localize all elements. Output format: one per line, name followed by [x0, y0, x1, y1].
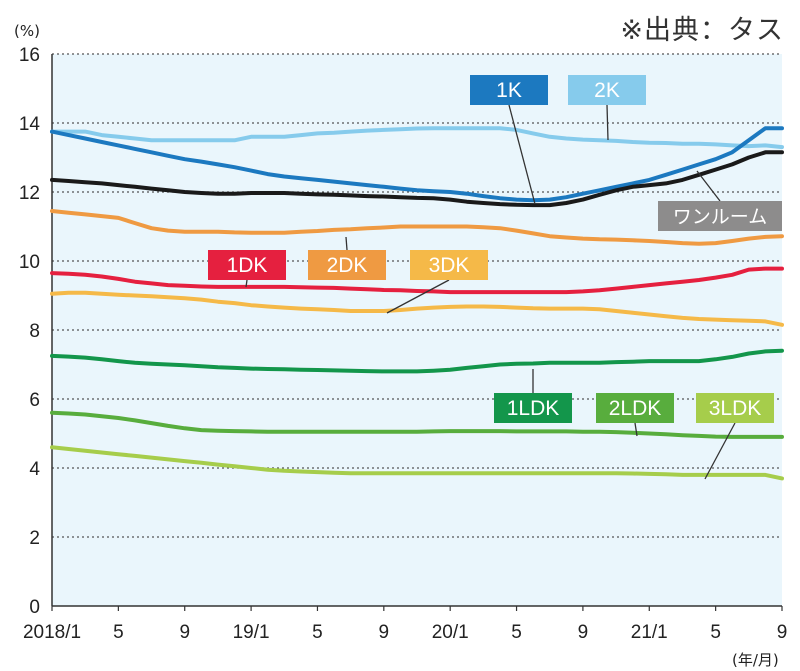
series-line-8	[50, 445, 784, 481]
series-line-7	[50, 410, 784, 439]
series-label-7: 2LDK	[596, 393, 674, 423]
y-tick-label: 16	[19, 45, 40, 66]
y-tick-label: 6	[29, 390, 40, 411]
series-line-2	[50, 150, 784, 208]
x-tick-label: 9	[777, 622, 788, 643]
x-tick-label: 9	[379, 622, 390, 643]
y-tick-label: 2	[29, 528, 40, 549]
series-label-text: 3LDK	[709, 397, 762, 420]
x-tick-label: 9	[578, 622, 589, 643]
leader-line	[704, 422, 736, 480]
x-tick-label: 2018/1	[23, 622, 81, 643]
series-lines	[50, 126, 784, 481]
series-label-box	[568, 75, 646, 105]
leader-line	[245, 279, 248, 288]
series-label-text: 1LDK	[507, 397, 560, 420]
x-tick-label: 5	[710, 622, 721, 643]
series-line-0	[50, 126, 784, 150]
series-labels: 2K 1K ワンルーム 2DK 1DK 3DK 1LDK 2LDK 3LDK	[208, 75, 782, 423]
y-tick-label: 12	[19, 183, 40, 204]
x-tick-label: 5	[511, 622, 522, 643]
series-label-2: ワンルーム	[658, 201, 782, 231]
x-axis-unit: (年/月)	[732, 651, 779, 669]
y-tick-label: 10	[19, 252, 40, 273]
series-label-text: 1K	[496, 79, 522, 102]
series-label-text: 1DK	[227, 254, 268, 277]
series-label-6: 1LDK	[494, 393, 572, 423]
series-label-box	[696, 393, 774, 423]
y-tick-label: 8	[29, 321, 40, 342]
series-label-text: ワンルーム	[673, 206, 767, 228]
series-label-8: 3LDK	[696, 393, 774, 423]
series-label-box	[494, 393, 572, 423]
series-label-4: 1DK	[208, 250, 286, 280]
source-note: ※出典：タス	[620, 15, 784, 46]
axes	[51, 54, 782, 607]
x-tick-label: 19/1	[233, 622, 270, 643]
leader-line	[634, 422, 638, 437]
series-label-box	[658, 201, 782, 231]
series-line-4	[50, 266, 784, 295]
leader-line	[696, 170, 721, 202]
series-line-3	[50, 209, 784, 246]
series-label-1: 1K	[470, 75, 548, 105]
y-tick-label: 0	[29, 597, 40, 618]
x-tick-label: 20/1	[432, 622, 469, 643]
leader-line	[345, 236, 348, 251]
x-tick-label: 5	[113, 622, 124, 643]
series-label-box	[470, 75, 548, 105]
leader-line	[508, 104, 536, 205]
series-label-box	[596, 393, 674, 423]
x-tick-label: 9	[179, 622, 190, 643]
series-label-box	[410, 250, 488, 280]
series-label-5: 3DK	[410, 250, 488, 280]
x-tick-label: 5	[312, 622, 323, 643]
series-line-6	[50, 348, 784, 374]
leader-lines	[245, 104, 736, 480]
y-tick-label: 4	[29, 459, 40, 480]
x-tick-label: 21/1	[631, 622, 668, 643]
leader-line	[606, 104, 609, 141]
series-label-box	[308, 250, 386, 280]
series-label-0: 2K	[568, 75, 646, 105]
leader-line	[386, 279, 450, 314]
y-tick-label: 14	[19, 114, 41, 135]
series-line-5	[50, 290, 784, 327]
y-tick-labels: 0 2 4 6 8 10 12 14 16	[19, 45, 41, 618]
y-axis-unit: (%)	[14, 22, 40, 40]
series-label-text: 2LDK	[609, 397, 662, 420]
series-label-3: 2DK	[308, 250, 386, 280]
series-label-text: 3DK	[429, 254, 470, 277]
series-label-text: 2DK	[327, 254, 368, 277]
series-label-box	[208, 250, 286, 280]
series-line-1	[50, 126, 784, 203]
series-label-text: 2K	[594, 79, 620, 102]
x-tick-labels: 2018/1 5 9 19/1 5 9 20/1 5 9 21/1 5 9	[23, 606, 787, 643]
